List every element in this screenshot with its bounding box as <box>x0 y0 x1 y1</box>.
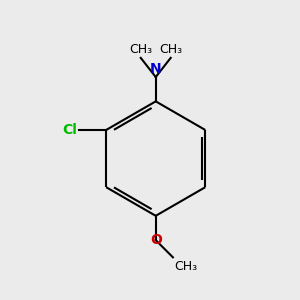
Text: O: O <box>150 233 162 247</box>
Text: CH₃: CH₃ <box>174 260 197 273</box>
Text: N: N <box>150 61 161 76</box>
Text: Cl: Cl <box>63 123 78 137</box>
Text: CH₃: CH₃ <box>129 43 152 56</box>
Text: CH₃: CH₃ <box>159 43 182 56</box>
